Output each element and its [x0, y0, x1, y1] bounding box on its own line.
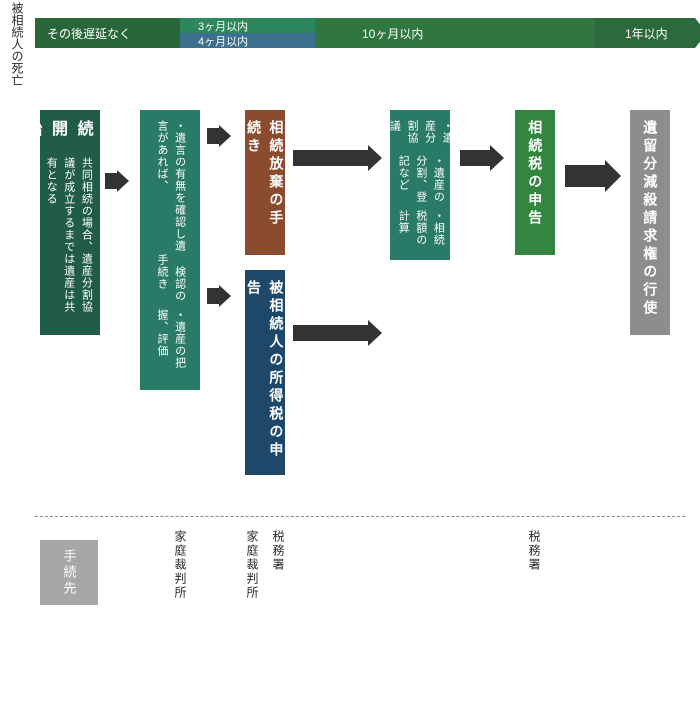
flow-box-will-check: ・遺言の有無を確認し遺言があれば、 検認の手続き ・遺産の把握、評価: [140, 110, 200, 390]
footer-destination: 家庭裁判所: [172, 530, 189, 600]
flow-box-division-l2: ・遺産の分割、登記など: [394, 155, 447, 210]
timeline-seg-3-label: 10ヶ月以内: [327, 25, 423, 42]
timeline-seg-4: 1年以内: [595, 18, 695, 48]
timeline-seg-1-label: その後遅延なく: [47, 25, 131, 42]
flow-box-renounce-title: 相続放棄の手続き: [243, 120, 288, 245]
footer-label-box: 手続先: [40, 540, 98, 605]
arrow-icon: [105, 170, 129, 192]
flow-box-claim-title: 遺留分減殺請求権の行使: [639, 120, 661, 318]
flow-box-inheritance-tax: 相続税の申告: [515, 110, 555, 255]
flow-box-inheritance-tax-title: 相続税の申告: [524, 120, 546, 228]
flow-box-will-check-l2: 検認の手続き: [152, 254, 187, 309]
timeline-seg-4-label: 1年以内: [607, 25, 668, 42]
arrow-icon: [565, 160, 621, 192]
flow-box-will-check-l1: ・遺言の有無を確認し遺言があれば、: [152, 120, 187, 254]
timeline: その後遅延なく 3ヶ月以内 4ヶ月以内 10ヶ月以内 1年以内: [35, 18, 695, 48]
footer-destination: 税務署: [270, 530, 287, 572]
flow-box-income-tax-title: 被相続人の所得税の申告: [243, 280, 288, 465]
arrow-icon: [460, 145, 504, 171]
flow-box-renounce: 相続放棄の手続き: [245, 110, 285, 255]
flow-region: 相続開始 共同相続の場合、遺産分割協議が成立するまでは遺産は共有となる ・遺言の…: [0, 110, 700, 510]
arrow-icon: [293, 320, 382, 346]
footer-destination: 税務署: [526, 530, 543, 572]
timeline-seg-1: その後遅延なく: [35, 18, 180, 48]
flow-box-start-title: 相続開始: [19, 120, 121, 157]
flow-box-start: 相続開始 共同相続の場合、遺産分割協議が成立するまでは遺産は共有となる: [40, 110, 100, 335]
timeline-seg-2a-label: 3ヶ月以内: [198, 18, 248, 34]
timeline-seg-2b: 4ヶ月以内: [180, 33, 315, 48]
flow-box-claim: 遺留分減殺請求権の行使: [630, 110, 670, 335]
arrow-icon: [207, 125, 231, 147]
flow-box-will-check-l3: ・遺産の把握、評価: [152, 309, 187, 380]
arrow-icon: [293, 145, 382, 171]
timeline-seg-2b-label: 4ヶ月以内: [198, 33, 248, 49]
timeline-seg-3: 10ヶ月以内: [315, 18, 595, 48]
flow-box-division-l1: ・遺産分割協議: [385, 120, 455, 155]
arrow-icon: [207, 285, 231, 307]
timeline-seg-2a: 3ヶ月以内: [180, 18, 315, 33]
flow-box-start-sub: 共同相続の場合、遺産分割協議が成立するまでは遺産は共有となる: [42, 157, 95, 325]
footer-divider: [35, 516, 685, 517]
flow-box-division-l3: ・相続税額の計算: [394, 210, 447, 250]
flow-box-division: ・遺産分割協議 ・遺産の分割、登記など ・相続税額の計算: [390, 110, 450, 260]
flow-box-income-tax: 被相続人の所得税の申告: [245, 270, 285, 475]
footer-destination: 家庭裁判所: [244, 530, 261, 600]
timeline-header: 被相続人の死亡: [11, 2, 23, 86]
